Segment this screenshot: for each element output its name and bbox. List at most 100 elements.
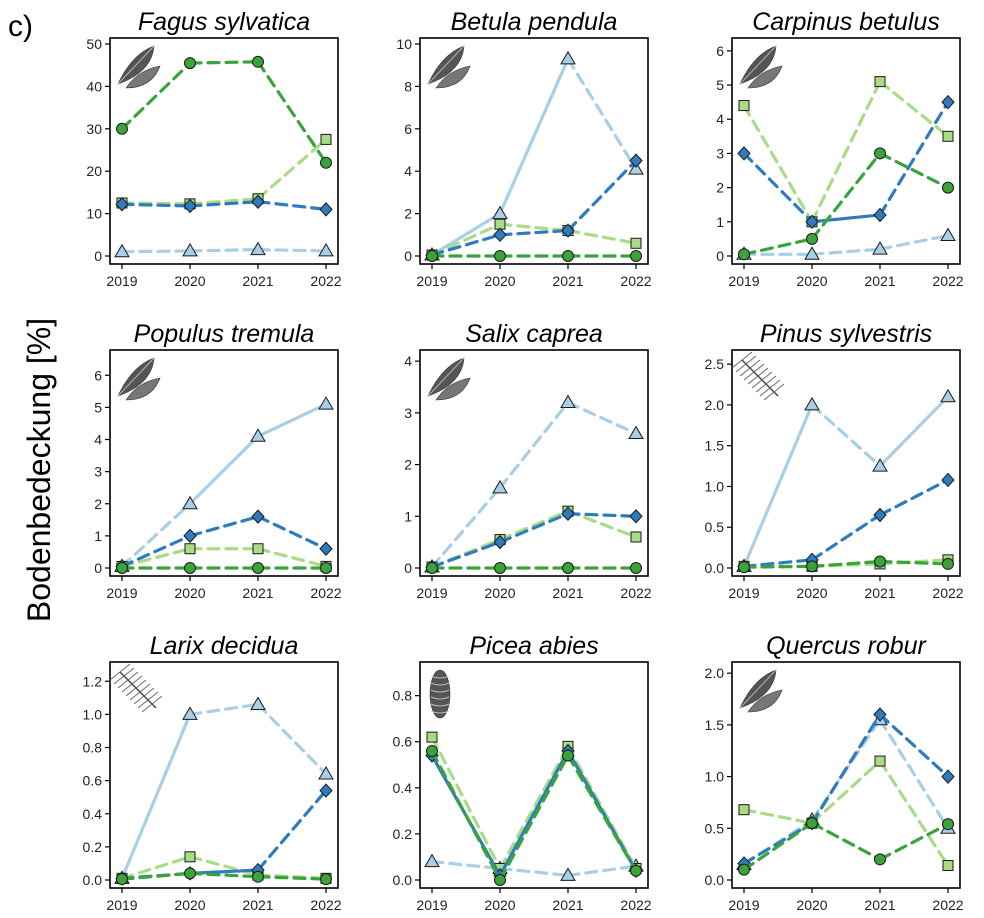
icon-leaf: [747, 689, 783, 713]
x-tick-label: 2022: [310, 897, 341, 913]
y-tick-label: 0: [404, 560, 412, 576]
data-point: [738, 248, 750, 261]
y-tick-label: 0.2: [83, 839, 103, 855]
y-tick-label: 50: [86, 36, 102, 52]
y-tick-label: 3: [716, 145, 724, 161]
icon-scale: [430, 682, 450, 686]
data-point: [940, 388, 956, 403]
data-point: [320, 873, 332, 886]
aspen-leaf-icon: [117, 357, 161, 401]
series-line-segment: [120, 61, 192, 131]
y-tick-label: 10: [396, 36, 412, 52]
data-point: [738, 100, 750, 112]
data-point: [494, 874, 506, 886]
series-line-segment: [742, 237, 814, 256]
data-point: [250, 696, 266, 710]
chart-title: Picea abies: [469, 632, 598, 660]
y-tick-label: 2.0: [705, 397, 725, 413]
series-dark-green: [426, 744, 642, 886]
x-tick-label: 2022: [932, 585, 963, 601]
icon-vein: [117, 357, 155, 397]
series-line-segment: [430, 233, 502, 257]
y-tick-label: 0: [94, 560, 102, 576]
series-light-green: [116, 133, 332, 210]
data-point: [737, 146, 751, 161]
data-point: [319, 541, 333, 556]
series-line-segment: [188, 60, 260, 65]
plot-frame: [731, 349, 961, 577]
icon-leaf: [125, 377, 161, 401]
series-line-segment: [256, 702, 328, 776]
series-light-blue: [114, 241, 334, 258]
series-line-segment: [256, 137, 328, 201]
chart-title: Salix caprea: [465, 320, 603, 348]
data-point: [873, 207, 887, 223]
data-point: [560, 867, 576, 881]
series-dark-green: [738, 817, 954, 876]
birch-leaf-icon: [427, 45, 471, 89]
series-line-segment: [256, 515, 328, 551]
icon-needle: [117, 671, 139, 689]
data-point: [874, 755, 886, 767]
series-light-blue: [736, 227, 956, 260]
series-line-segment: [498, 866, 570, 877]
data-point: [630, 237, 642, 249]
series-line-segment: [498, 228, 570, 237]
data-point: [628, 425, 644, 440]
series-dark-blue: [737, 707, 955, 871]
data-point: [319, 783, 333, 798]
icon-needle: [137, 691, 159, 709]
series-dark-green: [426, 562, 642, 574]
series-line-segment: [742, 821, 814, 872]
series-line-segment: [430, 222, 502, 257]
x-tick-label: 2022: [310, 585, 341, 601]
series-line-segment: [742, 808, 814, 825]
data-point: [318, 242, 334, 257]
series-line-segment: [188, 871, 260, 879]
y-tick-label: 3: [404, 405, 412, 421]
data-point: [318, 766, 334, 780]
icon-needle: [755, 375, 777, 393]
series-line-segment: [878, 80, 950, 138]
series-line-segment: [498, 512, 570, 544]
data-point: [562, 250, 574, 262]
data-point: [872, 241, 888, 255]
icon-needle: [739, 359, 761, 377]
x-tick-label: 2021: [864, 897, 895, 913]
y-tick-label: 0.8: [393, 688, 413, 704]
data-point: [630, 864, 642, 877]
data-point: [630, 531, 642, 543]
series-line-segment: [566, 228, 638, 245]
y-tick-label: 5: [716, 77, 724, 93]
y-tick-label: 40: [86, 78, 102, 94]
series-dark-green: [738, 555, 954, 574]
data-point: [494, 250, 506, 262]
chart-title: Carpinus betulus: [752, 8, 940, 36]
series-line-segment: [878, 712, 950, 779]
series-line-segment: [742, 403, 814, 568]
icon-stem: [119, 671, 157, 709]
series-line-segment: [742, 564, 814, 569]
icon-scale: [430, 703, 450, 707]
y-tick-label: 1.5: [705, 717, 725, 733]
y-tick-label: 2: [716, 180, 724, 196]
icon-vein: [739, 45, 777, 85]
y-tick-label: 0.6: [393, 734, 413, 750]
y-tick-label: 1: [94, 528, 102, 544]
data-point: [252, 562, 264, 574]
y-tick-label: 1.0: [705, 478, 725, 494]
x-tick-label: 2020: [796, 897, 827, 913]
y-tick-label: 6: [716, 43, 724, 59]
data-point: [493, 534, 507, 550]
series-dark-blue: [425, 153, 643, 263]
data-point: [942, 557, 954, 570]
y-tick-label: 4: [94, 432, 102, 448]
series-dark-blue: [737, 94, 955, 230]
data-point: [560, 394, 576, 409]
y-tick-label: 30: [86, 121, 102, 137]
plot-frame: [109, 661, 339, 889]
series-line-segment: [430, 859, 502, 871]
series-dark-blue: [737, 472, 955, 574]
series-line-segment: [498, 400, 570, 490]
chart-panel: Betula pendula 0 2 4 6 8 10 2019 2020 2021 2022: [396, 8, 651, 289]
